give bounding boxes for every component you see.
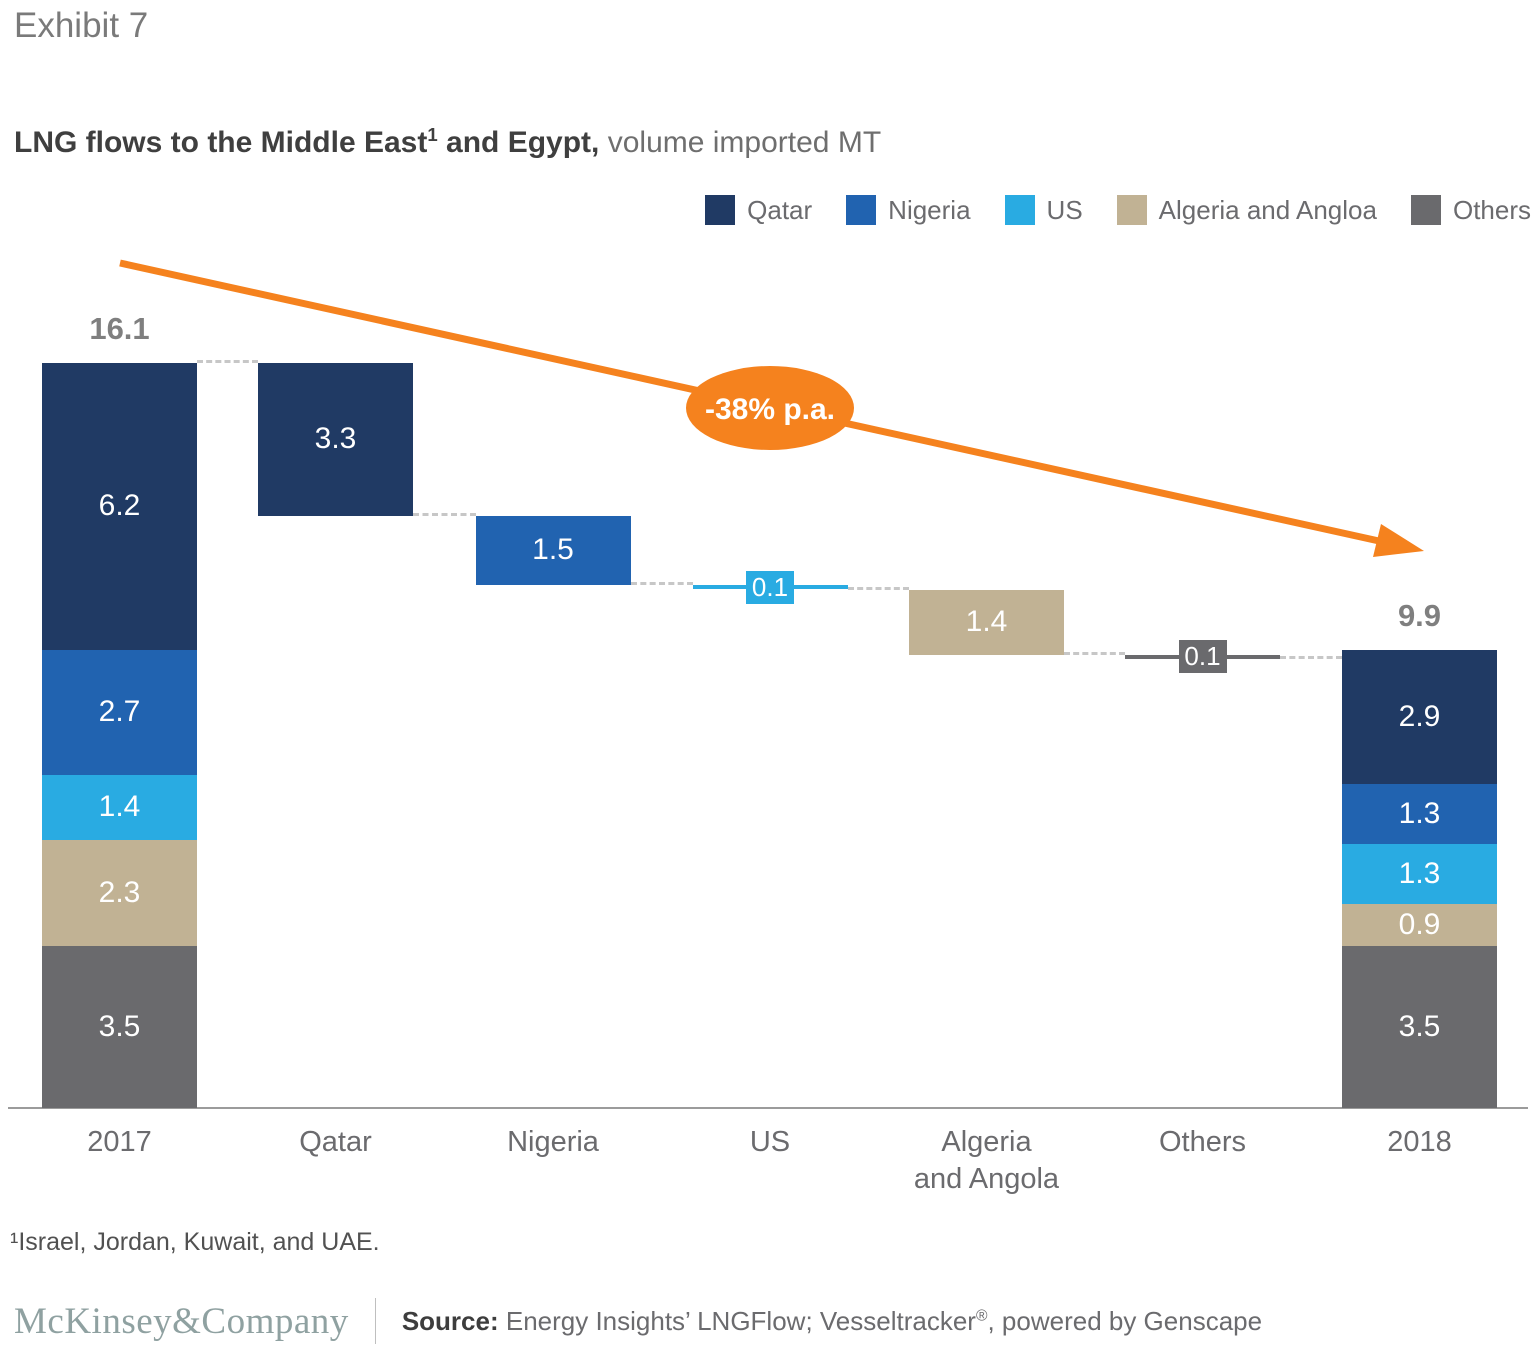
segment-value-label: 6.2 (98, 489, 141, 523)
legend-label: Others (1452, 195, 1531, 225)
legend-swatch-us (1004, 195, 1035, 225)
segment-value-label: 2.7 (98, 695, 141, 729)
waterfall-connector (197, 360, 258, 364)
waterfall-connector (1280, 656, 1342, 660)
legend-label: US (1046, 195, 1083, 225)
bar-2017-segment-qatar (42, 363, 197, 650)
bar-2018-segment-algeria-and-angola (1342, 904, 1497, 947)
chart-title-bold: LNG flows to the Middle East (14, 126, 428, 159)
footer-divider (374, 1298, 376, 1344)
source-line: Source: Energy Insights’ LNGFlow; Vessel… (402, 1306, 1262, 1337)
bar-2017-segment-nigeria (42, 649, 197, 775)
legend-swatch-algeria-and-angloa (1116, 195, 1147, 225)
thin-bar-badge-us: 0.1 (746, 570, 794, 604)
thin-bar-badge-others: 0.1 (1178, 640, 1227, 674)
axis-label-algeria-and-angola: Algeria and Angola (913, 1126, 1060, 1195)
legend-label: Qatar (747, 195, 813, 225)
legend-item-nigeria: Nigeria (846, 195, 971, 225)
segment-value-label: 1.3 (1398, 797, 1441, 831)
total-label-2017: 16.1 (89, 311, 150, 347)
segment-value-label: 2.9 (1398, 700, 1441, 734)
axis-label-nigeria: Nigeria (507, 1126, 599, 1158)
mckinsey-logo: McKinsey&Company (14, 1300, 349, 1342)
segment-value-label: 1.5 (532, 533, 574, 567)
segment-value-label: 3.5 (1398, 1010, 1441, 1044)
bar-2018-segment-nigeria (1342, 784, 1497, 845)
legend-item-others: Others (1410, 195, 1531, 225)
trend-annotation-text: -38% p.a. (705, 393, 835, 426)
axis-label-2017: 2017 (87, 1126, 152, 1158)
axis-label-others: Others (1158, 1126, 1247, 1158)
axis-label-us: US (749, 1126, 791, 1158)
chart-title: LNG flows to the Middle East1 and Egypt,… (14, 124, 881, 160)
chart-title-footnote-marker: 1 (427, 124, 438, 145)
footer: McKinsey&Company Source: Energy Insights… (14, 1298, 1262, 1344)
footnote: ¹Israel, Jordan, Kuwait, and UAE. (10, 1228, 380, 1256)
x-axis-line (8, 1107, 1528, 1109)
waterfall-connector (847, 586, 909, 590)
exhibit-label: Exhibit 7 (14, 6, 149, 45)
segment-value-label: 3.5 (98, 1010, 141, 1044)
source-text: Energy Insights’ LNGFlow; Vesseltracker (498, 1305, 976, 1336)
bar-2018-segment-us (1342, 844, 1497, 905)
legend-swatch-others (1410, 195, 1441, 225)
segment-value-label: 0.9 (1398, 908, 1441, 942)
chart-title-bold-tail: and Egypt, (437, 126, 600, 159)
bar-2018-segment-qatar (1342, 649, 1497, 785)
chart-legend: Qatar Nigeria US Algeria and Angloa Others (705, 195, 1531, 225)
legend-item-us: US (1004, 195, 1083, 225)
segment-value-label: 1.4 (965, 605, 1008, 639)
waterfall-connector (1064, 651, 1125, 655)
legend-item-qatar: Qatar (705, 195, 812, 225)
legend-label: Nigeria (888, 195, 971, 225)
bar-2017-segment-algeria-and-angola (42, 839, 197, 947)
bar-decrease-algeria-and-angola (909, 589, 1064, 655)
legend-swatch-nigeria (846, 195, 877, 225)
segment-value-label: 3.3 (314, 422, 357, 456)
trend-arrow-head (1373, 524, 1424, 557)
bar-2017-segment-us (42, 774, 197, 840)
segment-value-label: 2.3 (98, 875, 141, 909)
legend-swatch-qatar (705, 195, 736, 225)
segment-value-label: 1.3 (1398, 857, 1441, 891)
legend-item-algeria-and-angloa: Algeria and Angloa (1116, 195, 1377, 225)
chart-title-subtitle: volume imported MT (599, 126, 882, 159)
segment-value-label: 1.4 (98, 790, 141, 824)
source-text-tail: , powered by Genscape (987, 1305, 1263, 1336)
bar-decrease-nigeria (475, 515, 631, 586)
bar-2018-segment-others (1342, 946, 1497, 1108)
axis-label-qatar: Qatar (299, 1126, 372, 1158)
trend-annotation-ellipse (686, 366, 854, 450)
legend-label: Algeria and Angloa (1158, 195, 1377, 225)
bar-decrease-qatar (258, 363, 413, 516)
total-label-2018: 9.9 (1397, 597, 1442, 633)
source-label: Source: (401, 1305, 499, 1336)
bar-2017-segment-others (42, 946, 197, 1108)
registered-mark: ® (975, 1306, 988, 1324)
waterfall-connector (630, 582, 693, 586)
axis-label-2018: 2018 (1387, 1126, 1452, 1158)
waterfall-connector (413, 512, 476, 516)
